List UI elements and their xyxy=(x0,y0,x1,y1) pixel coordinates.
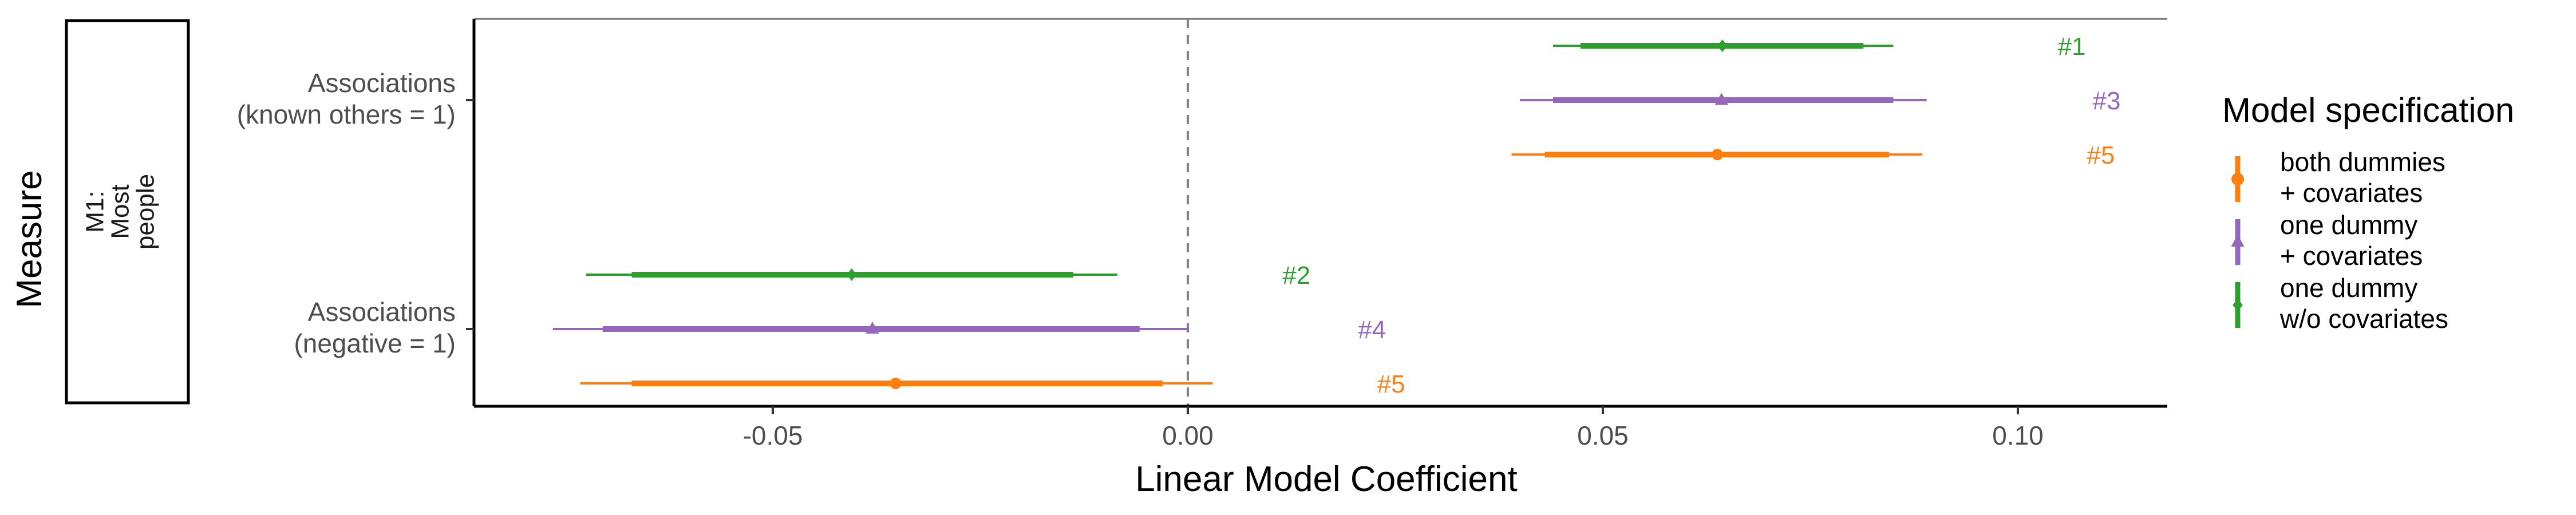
x-tick-label: 0.00 xyxy=(1162,421,1214,450)
legend-key-both xyxy=(2231,156,2244,202)
point-estimate xyxy=(1712,149,1724,160)
annotation-label: #5 xyxy=(1377,370,1405,398)
series-layer: #1 #2 #3 #4 #5 #5 xyxy=(552,33,2121,398)
series-one_nocov: #1 #2 xyxy=(586,33,2086,290)
annotation-label: #1 xyxy=(2058,33,2086,61)
point-estimate xyxy=(846,268,857,281)
y-tick-label: Associations (known others = 1) xyxy=(237,68,456,129)
facet-strip-label: M1:Mostpeople xyxy=(81,174,160,249)
x-tick-label: 0.10 xyxy=(1992,421,2044,450)
y-axis-title: Measure xyxy=(10,170,49,308)
legend-label: one dummy w/o covariates xyxy=(2279,273,2448,334)
point-estimate xyxy=(890,378,902,389)
facet-strip-label-group: M1:Mostpeople xyxy=(81,174,160,249)
legend-key-marker xyxy=(2231,173,2244,185)
point-estimate xyxy=(1714,93,1728,105)
plot-panel: M1:Mostpeople xyxy=(65,18,2167,406)
annotation-label: #2 xyxy=(1282,262,1310,290)
annotation-label: #3 xyxy=(2093,87,2121,115)
legend-title: Model specification xyxy=(2222,91,2514,129)
legend-key-one_cov xyxy=(2231,219,2245,265)
x-tick-label: 0.05 xyxy=(1577,421,1629,450)
annotation-label: #5 xyxy=(2087,141,2115,169)
y-tick-label: Associations (negative = 1) xyxy=(294,297,456,358)
legend-label: one dummy + covariates xyxy=(2280,210,2423,271)
legend-key-marker xyxy=(2231,235,2245,247)
legend-key-one_nocov xyxy=(2233,282,2243,328)
x-tick-label: -0.05 xyxy=(743,421,803,450)
legend: Model specification both dummies + covaria… xyxy=(2222,91,2514,334)
x-axis-title: Linear Model Coefficient xyxy=(1135,459,1517,499)
annotation-label: #4 xyxy=(1358,316,1386,344)
series-one_cov: #3 #4 xyxy=(552,87,2121,344)
facet-strip-box xyxy=(65,19,190,405)
point-estimate xyxy=(866,322,879,334)
series-both: #5 #5 xyxy=(580,141,2115,398)
point-estimate xyxy=(1717,39,1728,52)
legend-label: both dummies + covariates xyxy=(2280,147,2445,208)
legend-key-marker xyxy=(2233,299,2243,311)
axis-layer: Measure -0.05 0.00 0.05 0.10 Linear Model Coe… xyxy=(10,19,2167,499)
